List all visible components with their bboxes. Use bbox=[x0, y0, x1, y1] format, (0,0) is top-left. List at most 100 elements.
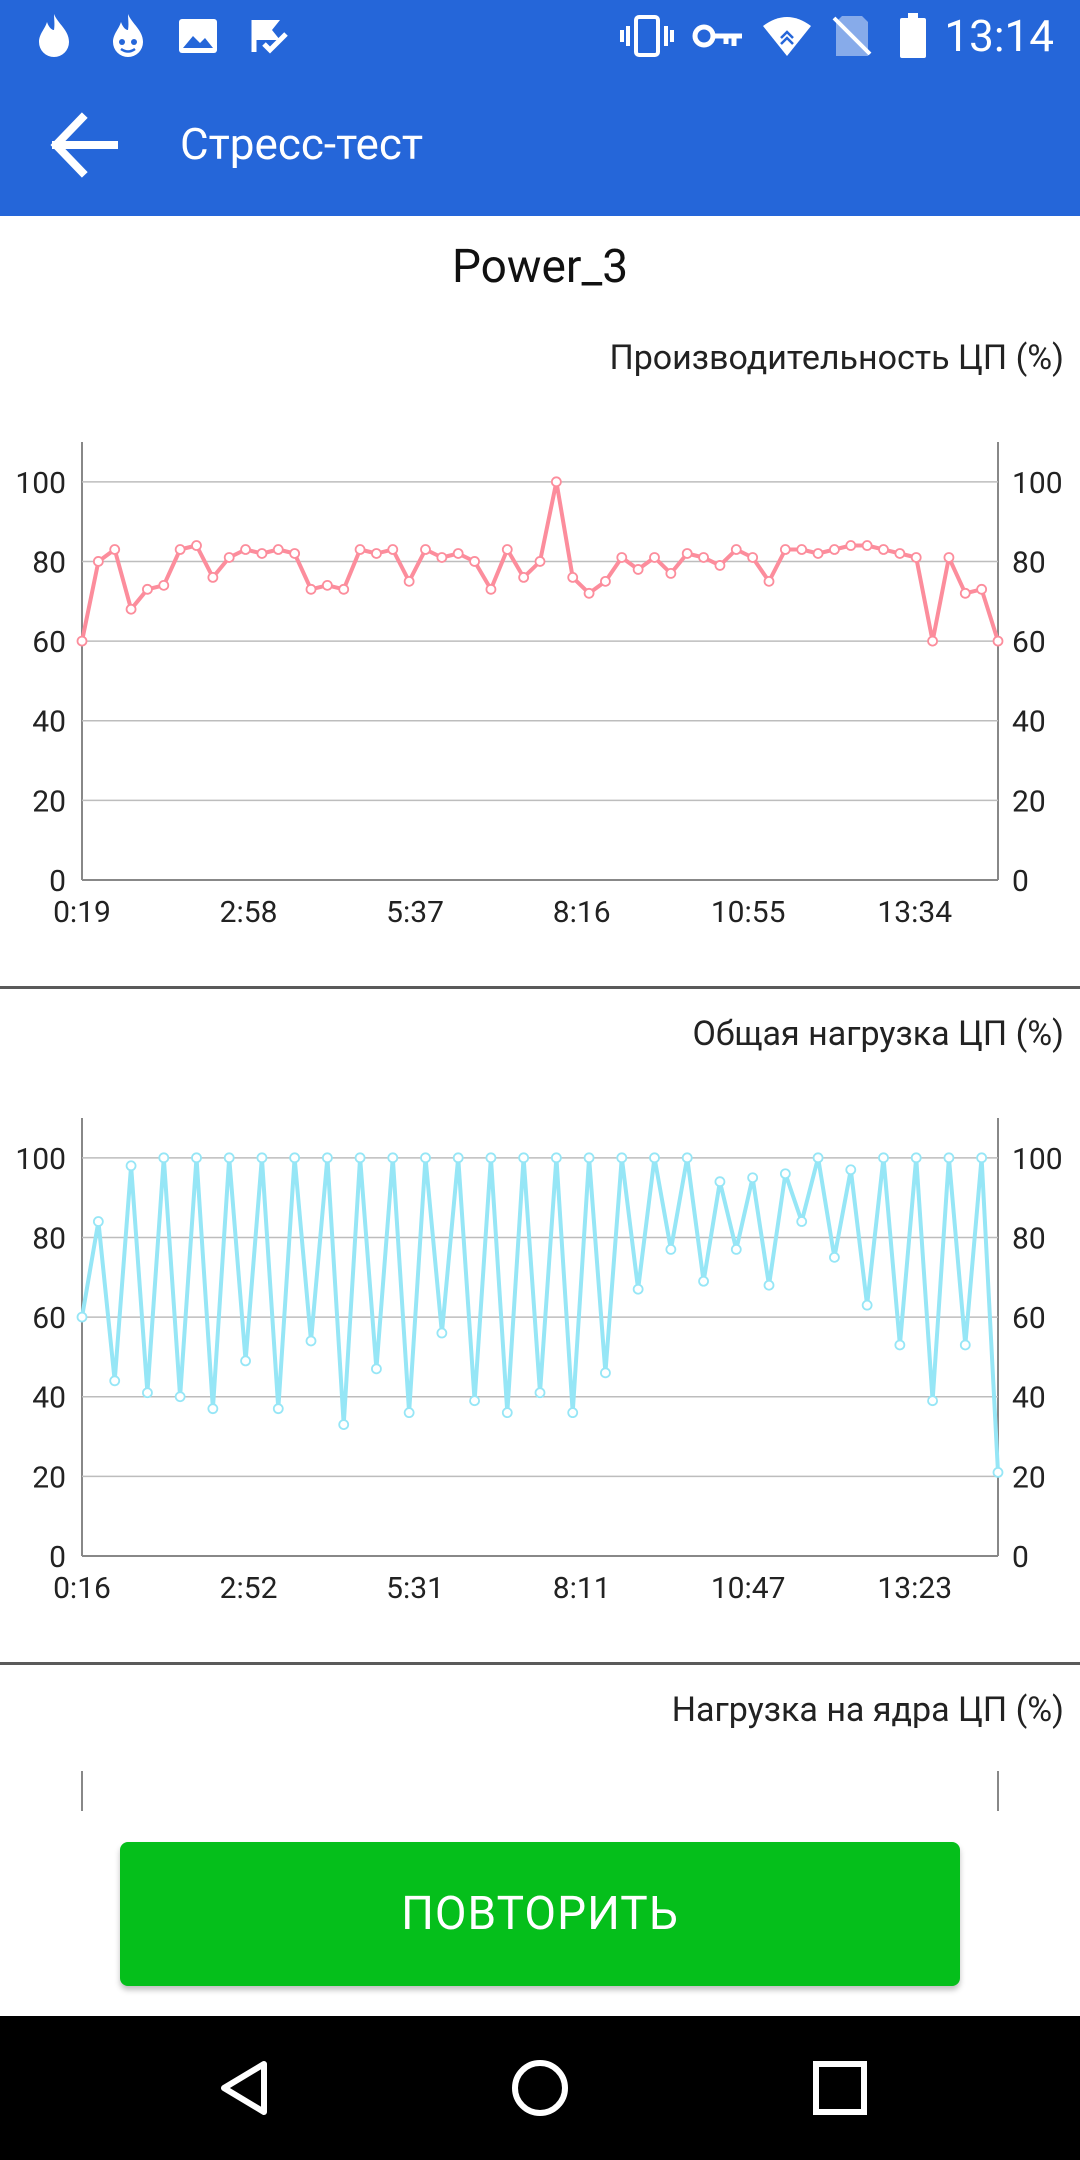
data-point bbox=[338, 583, 350, 595]
app-title: Стресс-тест bbox=[180, 118, 424, 170]
y-tick-label: 0 bbox=[49, 1540, 66, 1575]
x-tick-label: 5:31 bbox=[386, 1571, 444, 1606]
data-point bbox=[76, 1311, 88, 1323]
data-point bbox=[845, 540, 857, 551]
data-point bbox=[518, 1152, 530, 1164]
data-point bbox=[698, 1275, 709, 1287]
nav-recents-button[interactable] bbox=[790, 2038, 890, 2138]
data-point bbox=[501, 544, 513, 555]
data-point bbox=[207, 1403, 219, 1415]
data-point bbox=[649, 552, 660, 563]
data-point bbox=[191, 540, 202, 551]
data-point bbox=[256, 1152, 268, 1164]
data-point bbox=[910, 552, 922, 563]
data-point bbox=[616, 1152, 628, 1164]
data-point bbox=[338, 1419, 350, 1431]
data-point bbox=[763, 1279, 775, 1291]
data-point bbox=[501, 1407, 513, 1419]
nav-home-button[interactable] bbox=[490, 2038, 590, 2138]
data-point bbox=[92, 1216, 104, 1227]
data-point bbox=[747, 1172, 759, 1184]
data-point bbox=[452, 548, 464, 559]
x-tick-label: 8:11 bbox=[553, 1571, 611, 1606]
data-point bbox=[142, 583, 153, 595]
data-point bbox=[665, 567, 677, 579]
y-tick-label: 60 bbox=[32, 625, 66, 660]
data-point bbox=[223, 552, 235, 563]
data-point bbox=[714, 560, 726, 571]
app-bar: Стресс-тест bbox=[0, 72, 1080, 216]
data-point bbox=[665, 1243, 677, 1255]
x-tick-label: 5:37 bbox=[386, 895, 444, 930]
data-point bbox=[272, 544, 284, 555]
data-point bbox=[191, 1152, 202, 1164]
data-point bbox=[354, 544, 366, 555]
test-name: Power_3 bbox=[451, 240, 629, 294]
repeat-button[interactable]: ПОВТОРИТЬ bbox=[120, 1842, 960, 1986]
data-point bbox=[354, 1152, 366, 1164]
y-tick-label-right: 60 bbox=[1012, 1301, 1046, 1336]
data-point bbox=[371, 548, 382, 559]
data-point bbox=[681, 548, 693, 559]
data-point bbox=[518, 571, 530, 583]
data-point bbox=[861, 540, 873, 551]
check-flag-icon bbox=[248, 12, 292, 60]
y-tick-label: 80 bbox=[32, 1221, 66, 1256]
data-point bbox=[943, 1152, 955, 1164]
data-point bbox=[109, 1375, 121, 1387]
data-point bbox=[829, 544, 840, 555]
data-point bbox=[845, 1164, 857, 1176]
battery-icon bbox=[896, 12, 930, 60]
data-point bbox=[649, 1152, 660, 1164]
y-tick-label: 100 bbox=[15, 1142, 66, 1177]
series-line bbox=[80, 1155, 1000, 1473]
data-point bbox=[861, 1299, 873, 1311]
data-point bbox=[305, 1335, 317, 1347]
data-point bbox=[256, 548, 268, 559]
data-point bbox=[992, 1466, 1004, 1478]
data-point bbox=[550, 1152, 562, 1164]
y-tick-label-right: 100 bbox=[1012, 1142, 1063, 1177]
data-point bbox=[125, 1160, 137, 1172]
data-point bbox=[763, 575, 775, 587]
data-point bbox=[600, 1367, 611, 1379]
section-divider bbox=[0, 1662, 1080, 1665]
data-point bbox=[812, 548, 824, 559]
data-point bbox=[207, 571, 219, 583]
data-point bbox=[158, 1152, 170, 1164]
data-point bbox=[272, 1403, 284, 1415]
data-point bbox=[158, 579, 170, 591]
data-point bbox=[534, 556, 546, 567]
x-tick-label: 0:16 bbox=[53, 1571, 111, 1606]
data-point bbox=[420, 1152, 431, 1164]
data-point bbox=[714, 1176, 726, 1188]
data-point bbox=[878, 544, 889, 555]
data-point bbox=[943, 552, 955, 563]
home-circle-icon bbox=[512, 2060, 568, 2116]
section-divider bbox=[0, 986, 1080, 989]
data-point bbox=[469, 556, 480, 567]
data-point bbox=[829, 1251, 840, 1263]
data-point bbox=[321, 579, 333, 591]
data-point bbox=[550, 476, 562, 488]
data-point bbox=[992, 635, 1004, 647]
x-tick-label: 8:16 bbox=[553, 895, 611, 930]
core-load-chart-partial bbox=[81, 1771, 999, 1811]
y-tick-label: 40 bbox=[32, 705, 66, 740]
data-point bbox=[469, 1395, 480, 1407]
data-point bbox=[600, 575, 611, 587]
data-point bbox=[321, 1152, 333, 1164]
data-point bbox=[927, 635, 938, 647]
data-point bbox=[681, 1152, 693, 1164]
chart-title-performance: Производительность ЦП (%) bbox=[609, 338, 1064, 378]
results-scroll-area[interactable]: Power_3 Производительность ЦП (%) 0 0 20 20… bbox=[0, 216, 1080, 2016]
back-button[interactable] bbox=[50, 112, 120, 178]
data-point bbox=[420, 544, 431, 555]
data-point bbox=[976, 1152, 988, 1164]
vibrate-icon bbox=[618, 12, 676, 60]
x-tick-label: 13:34 bbox=[877, 895, 952, 930]
nav-back-button[interactable] bbox=[196, 2038, 296, 2138]
cpu-performance-chart: 0 0 20 20 40 40 60 60 80 80 100 100 0:19 2:58 5:37 8:16… bbox=[15, 442, 1063, 930]
data-point bbox=[730, 1243, 742, 1255]
y-tick-label: 0 bbox=[49, 864, 66, 899]
